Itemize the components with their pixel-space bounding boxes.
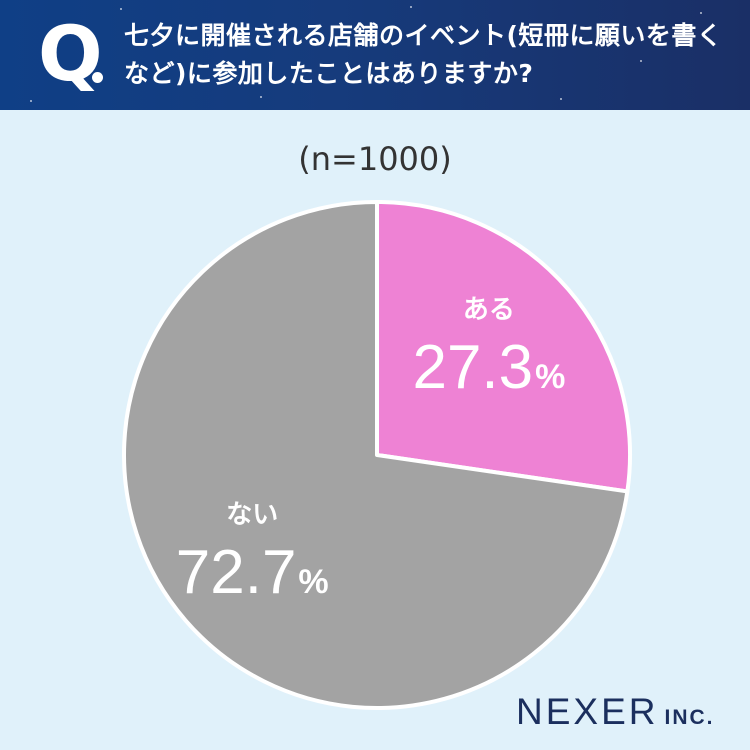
logo-main: NEXER <box>516 691 659 732</box>
nexer-logo: NEXER INC. <box>516 691 714 733</box>
q-dot-icon <box>92 72 103 83</box>
sample-size: (n=1000) <box>298 140 452 178</box>
q-mark: Q <box>38 9 103 98</box>
logo-suffix: INC. <box>664 706 715 729</box>
slice-value-yes: 27.3% <box>412 333 565 402</box>
pie-slice-no <box>122 200 630 710</box>
slice-value-no: 72.7% <box>176 538 329 607</box>
question-header: Q 七夕に開催される店舗のイベント(短冊に願いを書くなど)に参加したことはありま… <box>0 0 750 110</box>
slice-label-yes: ある <box>463 295 515 325</box>
pie-slice-yes <box>375 200 632 494</box>
slice-label-no: ない <box>226 500 278 530</box>
question-text: 七夕に開催される店舗のイベント(短冊に願いを書くなど)に参加したことはありますか… <box>124 21 723 88</box>
